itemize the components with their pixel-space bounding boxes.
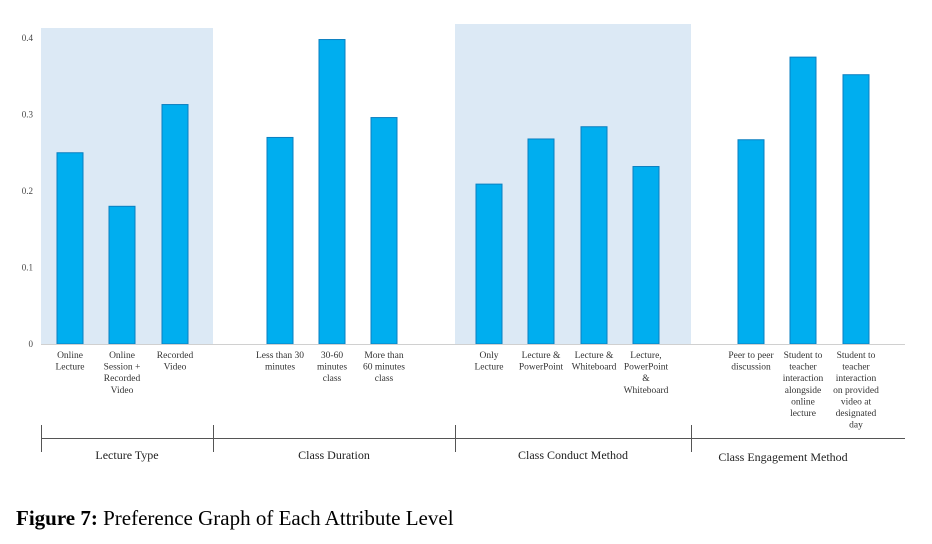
category-label: Online Session + Recorded Video bbox=[104, 351, 141, 396]
group-label: Class Conduct Method bbox=[518, 448, 628, 462]
category-label: 30-60 minutes class bbox=[317, 351, 347, 384]
category-label: Recorded Video bbox=[157, 351, 194, 373]
category-label: Peer to peer discussion bbox=[728, 351, 774, 373]
category-label: Online Lecture bbox=[55, 351, 84, 373]
bar bbox=[789, 56, 817, 345]
group-label: Class Engagement Method bbox=[718, 450, 847, 464]
category-label: Less than 30 minutes bbox=[256, 351, 304, 373]
bar bbox=[108, 205, 136, 345]
y-tick-label: 0.1 bbox=[22, 263, 33, 273]
preference-bar-chart: 0 0.1 0.2 0.3 0.4 Online Lecture Online Session … bbox=[22, 24, 905, 464]
group-label: Class Duration bbox=[298, 448, 370, 462]
figure-caption-text: Preference Graph of Each Attribute Level bbox=[97, 506, 454, 530]
category-label: Student to teacher interaction alongside onl… bbox=[783, 351, 824, 419]
category-label: Lecture & Whiteboard bbox=[572, 351, 617, 373]
bar bbox=[318, 39, 346, 345]
y-tick-label: 0 bbox=[29, 339, 34, 349]
bar bbox=[266, 136, 294, 345]
y-tick-label: 0.4 bbox=[22, 33, 34, 43]
group-label: Lecture Type bbox=[95, 448, 158, 462]
bar bbox=[370, 117, 398, 345]
figure-caption-label: Figure 7: bbox=[16, 506, 98, 530]
y-tick-label: 0.3 bbox=[22, 110, 34, 120]
category-label: Only Lecture bbox=[474, 351, 503, 373]
category-label: Student to teacher interaction on provided v… bbox=[833, 351, 879, 431]
bar bbox=[737, 139, 765, 345]
category-label: Lecture, PowerPoint & Whiteboard bbox=[624, 351, 669, 396]
bar bbox=[56, 152, 84, 345]
category-label: More than 60 minutes class bbox=[363, 351, 405, 384]
bar bbox=[842, 74, 870, 345]
bar bbox=[527, 138, 555, 345]
bar bbox=[161, 104, 189, 345]
bar bbox=[475, 183, 503, 345]
bar bbox=[580, 126, 608, 345]
y-tick-label: 0.2 bbox=[22, 186, 33, 196]
category-label: Lecture & PowerPoint bbox=[519, 351, 564, 373]
bar bbox=[632, 166, 660, 345]
figure-caption: Figure 7: Preference Graph of Each Attri… bbox=[16, 506, 454, 531]
